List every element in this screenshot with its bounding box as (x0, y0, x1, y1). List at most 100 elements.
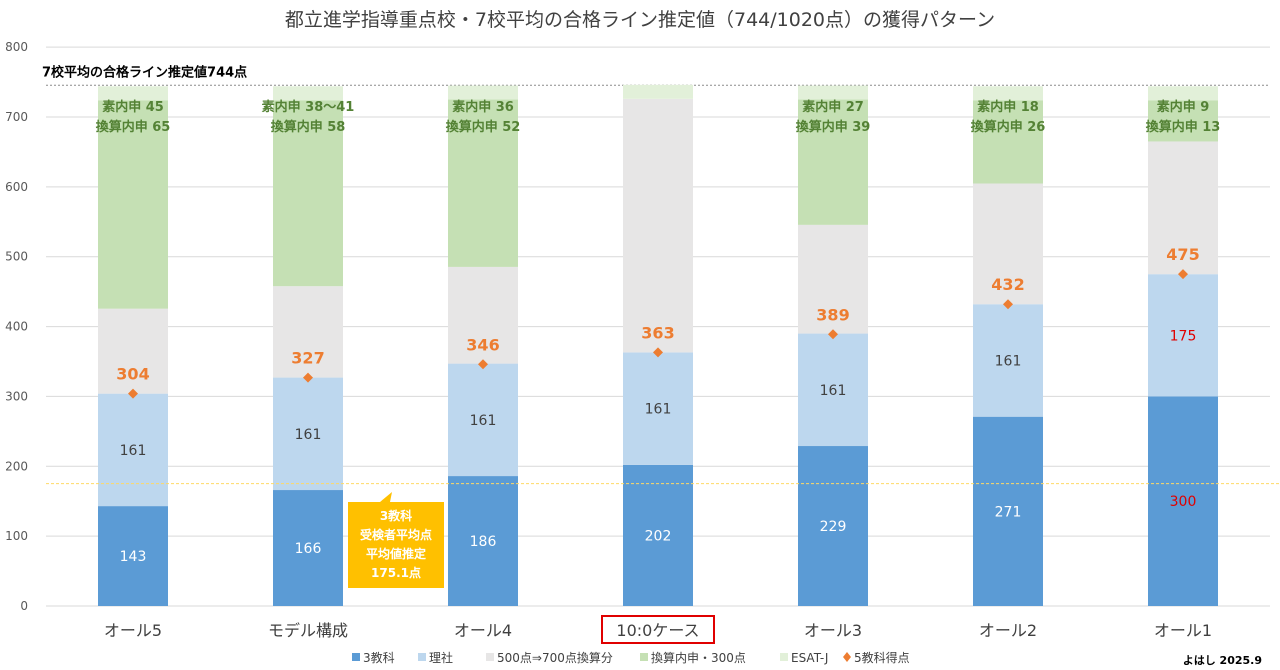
bar-segment-2 (448, 266, 518, 364)
legend-swatch (352, 653, 360, 661)
naishin-converted-label: 換算内申 65 (96, 119, 171, 135)
callout-text: 3教科 (380, 508, 412, 523)
score-marker (1178, 269, 1188, 280)
legend-swatch (418, 653, 426, 661)
y-tick-label: 800 (5, 40, 28, 54)
callout-text: 175.1点 (371, 565, 421, 580)
naishin-raw-label: 素内申 36 (452, 99, 514, 115)
x-category-label: オール4 (454, 621, 512, 640)
bar-segment-4 (973, 86, 1043, 101)
naishin-converted-label: 換算内申 58 (271, 119, 346, 135)
x-category-label: オール1 (1154, 621, 1212, 640)
highlight-box (601, 615, 715, 644)
bar-segment-3 (273, 100, 343, 287)
naishin-raw-label: 素内申 27 (802, 99, 864, 115)
reference-label-744: 7校平均の合格ライン推定値744点 (42, 64, 247, 80)
naishin-converted-label: 換算内申 39 (796, 119, 871, 135)
legend-label: 換算内申・300点 (651, 650, 746, 665)
legend-swatch (640, 653, 648, 661)
bar-segment-2 (1148, 141, 1218, 275)
bar-segment-1 (273, 377, 343, 491)
bar-data-label: 186 (470, 534, 497, 550)
x-category-label: オール2 (979, 621, 1037, 640)
callout-text: 受検者平均点 (360, 527, 432, 542)
bar-segment-0 (623, 464, 693, 606)
bar-segment-0 (1148, 396, 1218, 606)
bar-segment-3 (98, 100, 168, 309)
bar-segment-0 (448, 476, 518, 606)
y-tick-label: 100 (5, 529, 28, 543)
score-marker (1003, 299, 1013, 310)
legend-label: 5教科得点 (854, 650, 910, 665)
bar-segment-1 (98, 393, 168, 507)
legend-label: ESAT-J (791, 651, 828, 665)
y-tick-label: 400 (5, 320, 28, 334)
bar-data-label: 202 (645, 528, 672, 544)
legend-label: 3教科 (363, 650, 395, 665)
x-category-label: 10:0ケース (616, 621, 699, 640)
bar-segment-3 (798, 99, 868, 225)
bar-data-label: 166 (295, 541, 322, 557)
bar-data-label: 161 (120, 443, 147, 459)
bar-data-label: 161 (645, 402, 672, 418)
bar-segment-2 (798, 224, 868, 334)
legend-swatch (486, 653, 494, 661)
bar-segment-0 (798, 446, 868, 606)
score-marker (653, 347, 663, 358)
bar-segment-4 (98, 86, 168, 101)
bar-segment-3 (1148, 100, 1218, 142)
legend-label: 500点⇒700点換算分 (497, 650, 613, 665)
bar-segment-1 (973, 304, 1043, 417)
bar-segment-4 (273, 86, 343, 101)
bar-segment-2 (623, 98, 693, 353)
y-tick-label: 0 (20, 599, 28, 613)
score-label: 475 (1166, 245, 1199, 264)
bar-data-label: 161 (470, 413, 497, 429)
callout-text: 平均値推定 (366, 546, 426, 561)
legend-swatch (780, 653, 788, 661)
y-tick-label: 200 (5, 459, 28, 473)
score-marker (128, 388, 138, 399)
naishin-raw-label: 素内申 38〜41 (262, 99, 355, 115)
bar-data-label: 271 (995, 504, 1022, 520)
chart-title: 都立進学指導重点校・7校平均の合格ライン推定値（744/1020点）の獲得パター… (285, 9, 995, 31)
naishin-raw-label: 素内申 18 (977, 99, 1039, 115)
y-tick-label: 500 (5, 250, 28, 264)
bar-data-label: 161 (295, 427, 322, 443)
credit-text: よはし 2025.9 (1183, 654, 1262, 667)
callout-box (348, 492, 444, 588)
y-tick-label: 600 (5, 180, 28, 194)
score-label: 363 (641, 323, 674, 342)
score-label: 346 (466, 335, 499, 354)
bar-segment-2 (98, 308, 168, 394)
bar-segment-2 (973, 183, 1043, 305)
bar-segment-3 (973, 100, 1043, 184)
bar-segment-2 (273, 286, 343, 378)
bar-data-label: 161 (995, 353, 1022, 369)
bar-data-label: 229 (820, 519, 847, 535)
bar-segment-0 (98, 506, 168, 606)
naishin-raw-label: 素内申 9 (1157, 99, 1210, 115)
bar-segment-4 (448, 85, 518, 100)
score-label: 432 (991, 275, 1024, 294)
legend-label: 理社 (429, 650, 453, 665)
bar-data-label: 161 (820, 383, 847, 399)
bar-segment-1 (623, 352, 693, 465)
bar-segment-4 (1148, 86, 1218, 101)
bar-data-label: 300 (1170, 494, 1197, 510)
bar-segment-0 (273, 490, 343, 606)
bar-segment-1 (448, 363, 518, 477)
bar-segment-0 (973, 416, 1043, 606)
bar-segment-3 (448, 99, 518, 267)
naishin-converted-label: 換算内申 26 (971, 119, 1046, 135)
bar-data-label: 175 (1170, 328, 1197, 344)
bar-data-label: 143 (120, 549, 147, 565)
bar-segment-1 (798, 333, 868, 447)
score-label: 304 (116, 365, 149, 384)
naishin-raw-label: 素内申 45 (102, 99, 164, 115)
score-marker (303, 372, 313, 383)
legend-marker (843, 652, 851, 662)
score-label: 327 (291, 349, 324, 368)
